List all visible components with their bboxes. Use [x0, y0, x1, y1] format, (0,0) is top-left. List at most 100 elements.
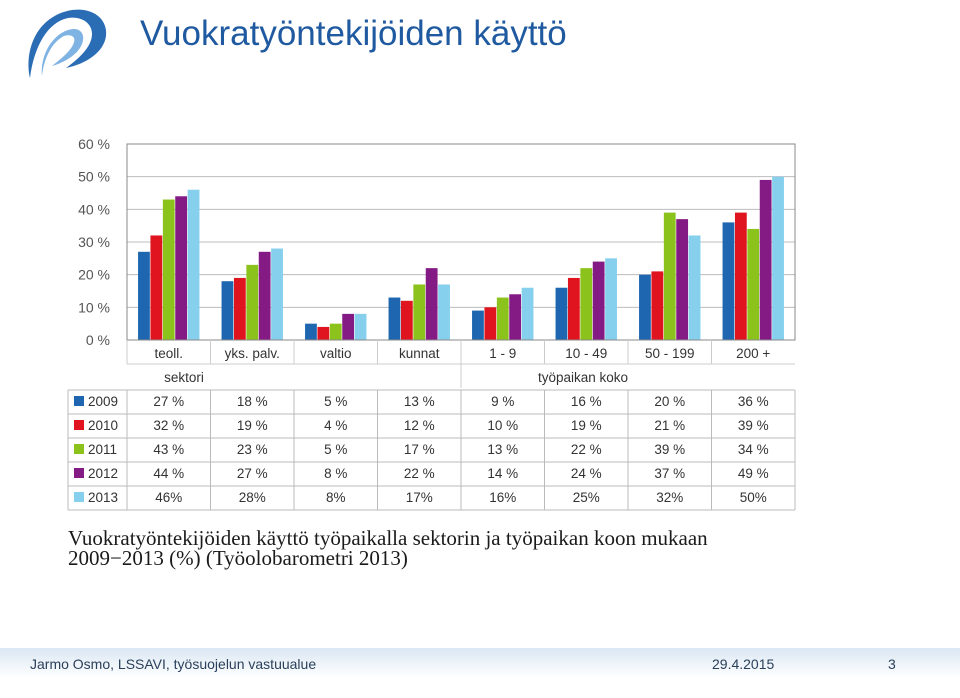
bar [388, 297, 401, 340]
data-label: 27 % [237, 466, 268, 481]
bar [425, 268, 438, 340]
y-tick-label: 50 % [78, 169, 110, 185]
legend-label: 2012 [88, 466, 118, 481]
x-tick-label: 50 - 199 [645, 346, 695, 361]
data-label: 22 % [571, 442, 602, 457]
data-label: 49 % [738, 466, 769, 481]
data-label: 36 % [738, 394, 769, 409]
data-label: 43 % [153, 442, 184, 457]
legend-label: 2009 [88, 394, 118, 409]
bars [138, 176, 784, 340]
data-label: 18 % [237, 394, 268, 409]
data-label: 17 % [404, 442, 435, 457]
x-group-label: sektori [164, 370, 204, 385]
lssavi-logo-icon [22, 6, 108, 84]
bar [555, 287, 568, 340]
bar [413, 284, 426, 340]
y-axis-ticks: 0 % 10 % 20 % 30 % 40 % 50 % 60 % [78, 136, 110, 348]
data-label: 27 % [153, 394, 184, 409]
x-tick-label: valtio [320, 346, 352, 361]
x-tick-label: teoll. [154, 346, 183, 361]
logo-inner-swoosh [41, 28, 84, 76]
bar [759, 179, 772, 340]
data-label: 13 % [404, 394, 435, 409]
data-label: 16% [489, 490, 516, 505]
data-label: 44 % [153, 466, 184, 481]
footer-date: 29.4.2015 [712, 656, 775, 672]
data-label: 24 % [571, 466, 602, 481]
x-tick-label: kunnat [399, 346, 440, 361]
data-label: 19 % [237, 418, 268, 433]
y-tick-label: 40 % [78, 201, 110, 217]
bar [496, 297, 509, 340]
data-label: 8 % [324, 466, 347, 481]
bar [246, 264, 259, 340]
data-label: 39 % [654, 442, 685, 457]
legend-swatch [74, 468, 84, 478]
y-tick-label: 0 % [86, 332, 110, 348]
data-table: teoll. yks. palv. valtio kunnat 1 - 9 10 - 49… [67, 340, 796, 511]
data-label: 23 % [237, 442, 268, 457]
chart-caption: Vuokratyöntekijöiden käyttö työpaikalla … [68, 526, 708, 570]
x-tick-label: 200 + [736, 346, 770, 361]
data-label: 37 % [654, 466, 685, 481]
data-label: 4 % [324, 418, 347, 433]
bar [734, 212, 747, 340]
data-label: 20 % [654, 394, 685, 409]
bar [438, 284, 450, 340]
bar [747, 228, 760, 340]
data-label: 9 % [491, 394, 514, 409]
bar [162, 199, 175, 340]
data-label: 34 % [738, 442, 769, 457]
data-label: 39 % [738, 418, 769, 433]
logo-outer-swoosh [28, 9, 107, 78]
data-label: 32 % [153, 418, 184, 433]
bar [400, 300, 413, 340]
legend-label: 2011 [88, 442, 117, 457]
y-tick-label: 10 % [78, 299, 110, 315]
bar [567, 277, 580, 340]
footer-bar [0, 648, 960, 698]
data-label: 14 % [487, 466, 518, 481]
legend-label: 2013 [88, 490, 118, 505]
bar [484, 307, 497, 340]
bar [688, 235, 701, 340]
bar [175, 196, 188, 340]
bar-chart: 0 % 10 % 20 % 30 % 40 % 50 % 60 % teoll. yks. p… [67, 136, 796, 511]
y-tick-label: 20 % [78, 267, 110, 283]
page-number: 3 [888, 656, 896, 672]
bar [342, 313, 355, 340]
x-tick-label: yks. palv. [225, 346, 280, 361]
legend-swatch [74, 492, 84, 502]
legend-swatch [74, 444, 84, 454]
bar [305, 323, 317, 340]
data-label: 50% [740, 490, 767, 505]
data-label: 22 % [404, 466, 435, 481]
legend-swatch [74, 396, 84, 406]
bar [663, 212, 676, 340]
bar [592, 261, 605, 340]
data-label: 5 % [324, 442, 347, 457]
data-label: 17% [406, 490, 433, 505]
bar [138, 251, 150, 340]
bar [187, 189, 200, 340]
data-label: 25% [573, 490, 600, 505]
bar [605, 258, 617, 340]
bar [722, 222, 735, 340]
x-group-label: työpaikan koko [538, 370, 628, 385]
data-label: 13 % [487, 442, 518, 457]
bar [472, 310, 484, 340]
bar [317, 326, 330, 340]
data-label: 32% [656, 490, 683, 505]
data-label: 28% [239, 490, 266, 505]
bar [354, 313, 367, 340]
data-label: 46% [155, 490, 182, 505]
bar [221, 281, 234, 340]
bar [271, 248, 283, 340]
bar [676, 219, 689, 340]
bar [258, 251, 271, 340]
slide-title: Vuokratyöntekijöiden käyttö [140, 14, 567, 53]
bar [150, 235, 163, 340]
data-label: 19 % [571, 418, 602, 433]
bar [233, 277, 246, 340]
